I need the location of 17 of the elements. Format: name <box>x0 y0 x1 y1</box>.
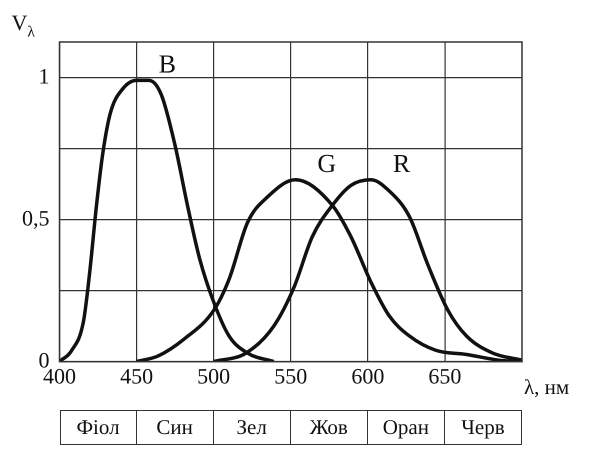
text: Син <box>136 410 214 445</box>
y-tick-label: 0,5 <box>22 205 50 230</box>
x-axis-title: λ, нм <box>524 374 570 400</box>
text: Зел <box>214 410 291 445</box>
series-label: B <box>158 49 176 78</box>
x-tick-label: 500 <box>197 364 230 389</box>
series-label: G <box>317 148 336 178</box>
x-tick-label: 600 <box>351 364 384 389</box>
x-tick-label: 450 <box>120 364 154 389</box>
text: Черв <box>444 410 522 445</box>
x-tick-label: 650 <box>428 364 462 389</box>
text: Фіол <box>60 410 137 445</box>
x-tick-label: 550 <box>274 364 308 389</box>
y-tick-label: 1 <box>38 63 50 88</box>
text: Жов <box>290 410 368 445</box>
series-label: R <box>392 148 411 178</box>
text: Оран <box>368 410 445 445</box>
